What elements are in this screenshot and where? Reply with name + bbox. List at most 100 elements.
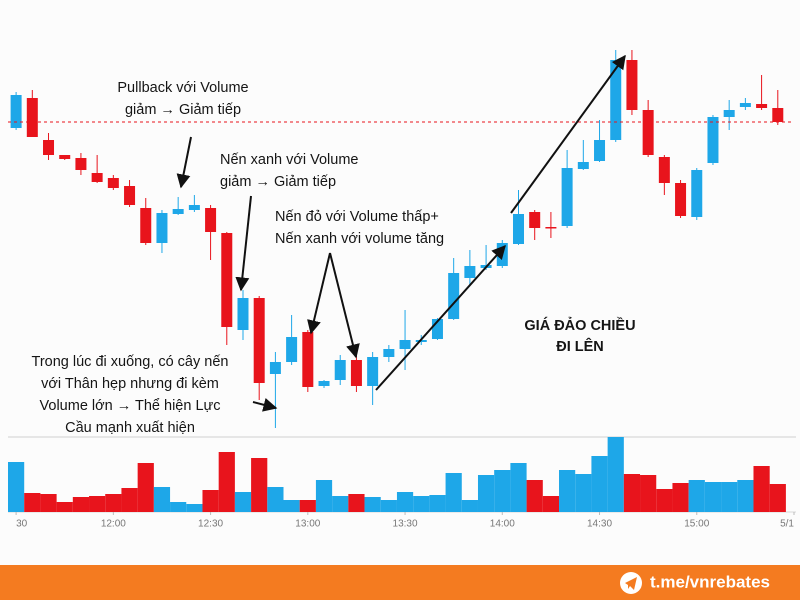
candle-body [658, 157, 670, 183]
volume-bar [186, 504, 203, 512]
candle-body [140, 208, 152, 243]
candle-body [172, 209, 184, 214]
annotation: ĐI LÊN [556, 337, 604, 355]
volume-bar [56, 502, 73, 512]
candle-body [205, 208, 217, 232]
volume-bar [526, 480, 543, 512]
annotation: GIÁ ĐẢO CHIỀU [524, 317, 635, 334]
candle-body [399, 340, 411, 349]
volume-bar [137, 463, 154, 512]
candle-body [707, 117, 719, 163]
x-tick-label: 13:00 [295, 519, 320, 530]
x-tick-label: 30 [16, 519, 28, 530]
footer-bar [0, 565, 800, 600]
volume-bar [413, 496, 430, 512]
candle-body [512, 214, 524, 244]
candle-body [286, 337, 298, 362]
volume-bar [445, 473, 462, 512]
volume-bar [656, 489, 673, 512]
volume-bar [623, 474, 641, 512]
x-tick-label: 14:00 [490, 519, 515, 530]
candle-body [577, 162, 589, 169]
volume-bar [234, 492, 252, 512]
volume-bar [510, 463, 527, 512]
candle-body [367, 357, 379, 386]
candle-body [545, 227, 557, 229]
volume-bar [218, 452, 235, 512]
volume-bar [251, 458, 268, 512]
volume-bar [704, 482, 722, 512]
candle-body [26, 98, 38, 137]
candle-body [642, 110, 654, 155]
x-tick-label: 12:30 [198, 519, 223, 530]
candle-body [610, 60, 622, 140]
candle-body [431, 319, 443, 339]
volume-bar [672, 483, 689, 512]
telegram-icon [620, 572, 642, 594]
annotation: giảm → Giảm tiếp [125, 102, 241, 118]
candle-body [415, 340, 427, 342]
volume-bar [575, 474, 592, 512]
arrows [176, 54, 626, 412]
volume-bar [753, 466, 770, 512]
volume-bar [89, 496, 106, 512]
candle-body [383, 349, 395, 357]
volume-bar [769, 484, 786, 512]
annotation: Nến xanh với Volume [220, 152, 358, 168]
candle-body [756, 104, 768, 108]
candle-body [448, 273, 460, 319]
background [0, 0, 800, 565]
volume-bar [332, 496, 349, 512]
candle-body [318, 381, 330, 386]
volume-bar [24, 493, 41, 512]
volume-bar [542, 496, 560, 512]
annotation: Nến xanh với volume tăng [275, 231, 444, 247]
volume-bar [348, 494, 365, 512]
candle-body [188, 205, 200, 210]
candle-body [221, 233, 233, 327]
volume-bar [607, 437, 624, 512]
candle-body [302, 332, 314, 387]
candle-body [124, 186, 136, 205]
volume-bar [559, 470, 576, 512]
annotation: giảm → Giảm tiếp [220, 174, 336, 190]
volume-bar [688, 480, 705, 512]
candle-body [626, 60, 638, 110]
annotation: Trong lúc đi xuống, có cây nến [32, 354, 229, 370]
volume-bar [315, 480, 333, 512]
volume-bar [461, 500, 478, 512]
candle-body [59, 155, 71, 159]
volume-bar [640, 475, 657, 512]
candle-body [107, 178, 119, 188]
annotation: với Thân hẹp nhưng đi kèm [41, 376, 219, 392]
annotation: Cầu mạnh xuất hiện [65, 420, 195, 436]
volume-bar [121, 488, 138, 512]
x-tick-label: 5/1 [780, 519, 794, 530]
volume-bar [364, 497, 381, 512]
candle-body [739, 103, 751, 107]
candle-body [10, 95, 22, 128]
volume-bar [283, 500, 300, 512]
volume-bar [494, 470, 511, 512]
candle-body [43, 140, 55, 155]
candle-body [594, 140, 606, 161]
volume-bar [153, 487, 171, 512]
volume-bar [721, 482, 738, 512]
candle-body [464, 266, 476, 278]
volume-bar [477, 475, 495, 512]
candle-body [91, 173, 103, 182]
footer-link[interactable]: t.me/vnrebates [650, 572, 770, 591]
volume-bar [202, 490, 219, 512]
x-tick-label: 15:00 [684, 519, 709, 530]
candle-body [156, 213, 168, 243]
candle-body [269, 362, 281, 374]
candle-body [529, 212, 541, 228]
volume-bar [8, 462, 25, 512]
candle-body [253, 298, 265, 383]
x-tick-label: 13:30 [393, 519, 418, 530]
annotation: Nến đỏ với Volume thấp+ [275, 209, 439, 225]
candle-body [561, 168, 573, 226]
x-tick-label: 14:30 [587, 519, 612, 530]
candle-body [691, 170, 703, 217]
